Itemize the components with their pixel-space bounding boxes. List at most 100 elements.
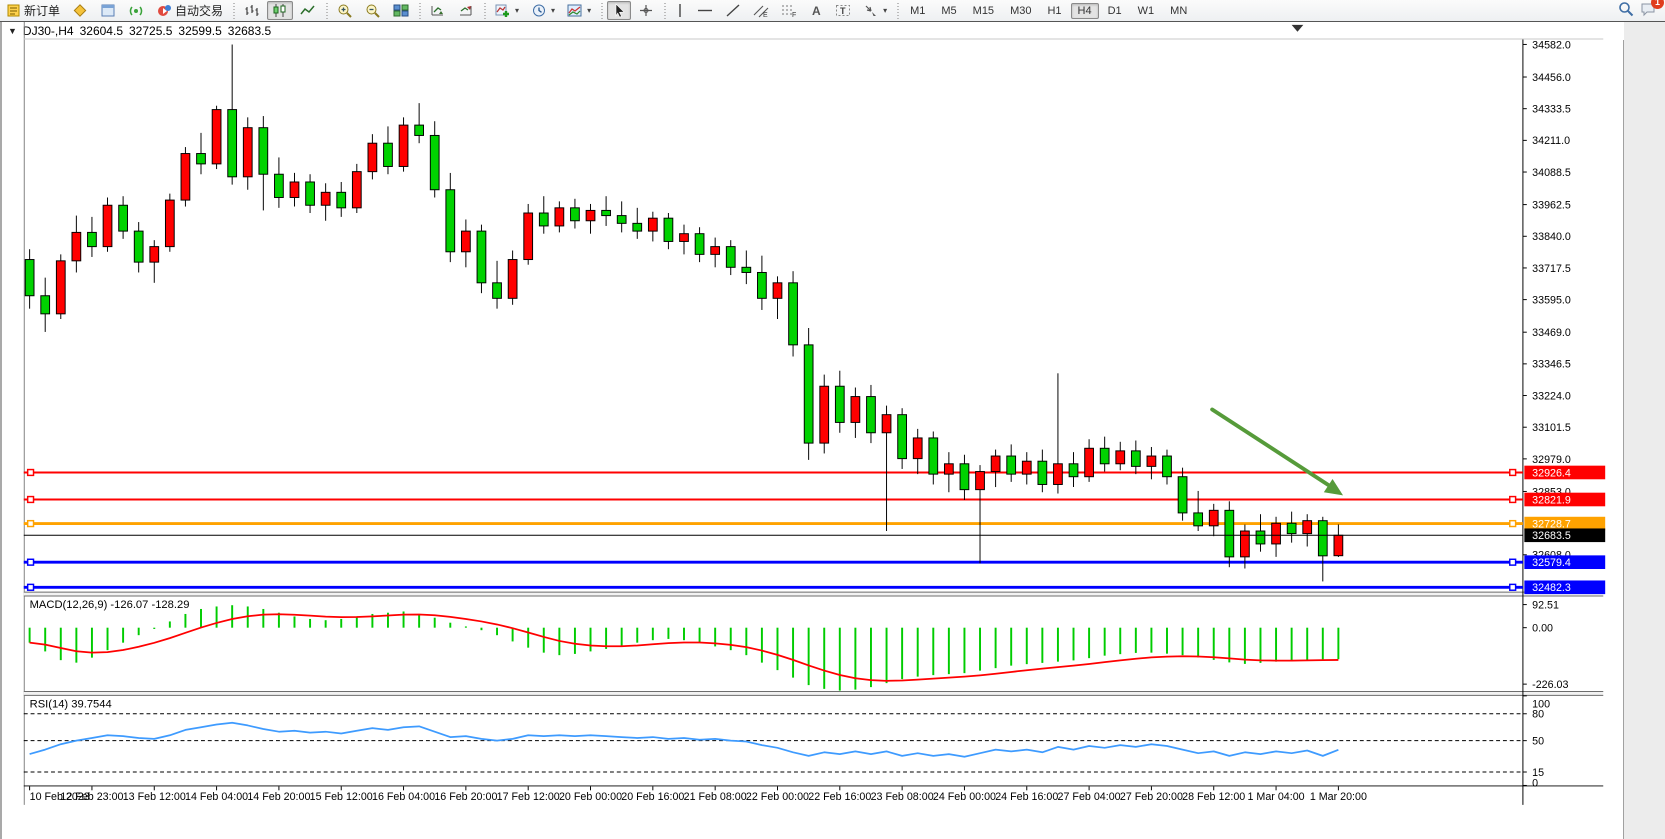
- tile-icon: [393, 3, 409, 18]
- toolbar-group: ▾ ▾ ▾: [489, 0, 597, 21]
- zoom-in-icon: [337, 3, 353, 18]
- crosshair-button[interactable]: [633, 1, 659, 20]
- tf-m15-button[interactable]: M15: [966, 3, 1001, 19]
- trend-icon: [725, 3, 741, 18]
- panel-splitter[interactable]: [23, 690, 1604, 696]
- candle-bear: [1255, 530, 1266, 545]
- support-blue-2-handle[interactable]: [26, 583, 35, 591]
- text-button[interactable]: A: [804, 1, 828, 20]
- line-chart-button[interactable]: [295, 1, 321, 20]
- support-orange-handle[interactable]: [26, 519, 35, 528]
- new-order-button[interactable]: 新订单: [1, 0, 65, 21]
- vertical-line-button[interactable]: [670, 1, 690, 20]
- toolbar-separator: [895, 2, 901, 19]
- equidistant-channel-button[interactable]: E: [748, 1, 774, 20]
- candle-bear: [24, 259, 35, 297]
- text-label-button[interactable]: T: [830, 1, 856, 20]
- resistance-2-handle[interactable]: [1509, 495, 1517, 504]
- horizontal-line-button[interactable]: [692, 1, 718, 20]
- support-blue-2-handle[interactable]: [1509, 583, 1517, 591]
- chevron-down-icon[interactable]: ▾: [515, 6, 520, 15]
- tf-m30-button[interactable]: M30: [1003, 3, 1038, 19]
- quotes-button[interactable]: [67, 1, 93, 20]
- zoom-in-button[interactable]: [332, 1, 358, 20]
- tf-h4-button[interactable]: H4: [1070, 2, 1099, 19]
- fibonacci-button[interactable]: F: [776, 1, 802, 20]
- periods-button[interactable]: ▾: [526, 1, 560, 20]
- candle-bear: [492, 282, 502, 299]
- tf-m5-button[interactable]: M5: [934, 3, 963, 19]
- chart-shift-marker[interactable]: [1291, 24, 1304, 32]
- labelT-icon: T: [835, 3, 851, 18]
- toolbar-separator: [599, 2, 605, 19]
- candle-bear: [336, 191, 347, 209]
- tf-m30-label: M30: [1010, 4, 1032, 17]
- market-watch-button[interactable]: [95, 1, 121, 20]
- candle-bull: [55, 260, 66, 315]
- chevron-down-icon[interactable]: ▾: [883, 6, 888, 15]
- chevron-down-icon[interactable]: ▾: [587, 6, 592, 15]
- support-orange-handle[interactable]: [1509, 519, 1517, 528]
- candle-bull: [1115, 450, 1126, 465]
- auto-trading-button[interactable]: 自动交易: [151, 0, 228, 21]
- panel-splitter[interactable]: [23, 591, 1604, 597]
- price-tick-label: 32979.0: [1532, 454, 1571, 466]
- indicators-button[interactable]: ▾: [490, 1, 524, 20]
- candle-bull: [1146, 455, 1157, 467]
- current-price-tag-label: 32683.5: [1532, 530, 1571, 542]
- auto-trading-label: 自动交易: [175, 4, 224, 18]
- bars-chart-button[interactable]: [239, 1, 265, 20]
- candle-bull: [523, 212, 534, 261]
- textA-icon: A: [809, 3, 823, 18]
- notification-badge: 1: [1651, 0, 1664, 9]
- tf-m1-button[interactable]: M1: [903, 3, 932, 19]
- signals-button[interactable]: [123, 1, 149, 20]
- chart-canvas[interactable]: 34582.0 34456.0 34333.5 34211.0 34088.5 33962…: [0, 22, 1665, 839]
- time-tick-label: 27 Feb 04:00: [1058, 791, 1121, 803]
- resistance-1-handle[interactable]: [26, 468, 35, 477]
- time-tick-label: 16 Feb 04:00: [372, 791, 435, 803]
- trend-arrow[interactable]: [1210, 407, 1338, 492]
- toolbar-group: 新订单 自动交易: [0, 0, 229, 21]
- candle-bear: [897, 414, 907, 460]
- cursor-button[interactable]: [607, 1, 632, 20]
- candle-bull: [710, 246, 721, 255]
- time-tick-label: 23 Feb 08:00: [871, 791, 934, 803]
- templates-button[interactable]: ▾: [562, 1, 596, 20]
- support-blue-1-handle[interactable]: [1509, 558, 1517, 566]
- arrows-button[interactable]: ▾: [858, 1, 892, 20]
- search-icon[interactable]: [1618, 1, 1634, 20]
- window-blue-icon: [100, 3, 116, 18]
- chart-title-close: 32683.5: [227, 23, 272, 38]
- trendline-button[interactable]: [720, 1, 746, 20]
- auto-scroll-button[interactable]: [425, 1, 451, 20]
- toolbar-separator: [417, 2, 423, 19]
- price-tick-label: 33840.0: [1532, 231, 1571, 243]
- tile-windows-button[interactable]: [388, 1, 414, 20]
- time-tick-label: 24 Feb 16:00: [995, 791, 1058, 803]
- resistance-2-handle[interactable]: [26, 495, 35, 504]
- chart-title-high: 32725.5: [129, 23, 173, 38]
- chat-icon[interactable]: 1: [1640, 0, 1664, 20]
- collapse-chart-icon[interactable]: ▼: [8, 25, 17, 36]
- candle-bear: [133, 230, 144, 263]
- candle-bear: [87, 231, 97, 248]
- candles-chart-button[interactable]: [267, 1, 294, 20]
- zoom-out-button[interactable]: [360, 1, 386, 20]
- tf-h1-button[interactable]: H1: [1040, 3, 1068, 19]
- toolbar-group: [331, 0, 415, 21]
- tf-d1-button[interactable]: D1: [1101, 3, 1129, 19]
- support-blue-1-tag: [1524, 555, 1606, 570]
- support-blue-1-handle[interactable]: [26, 558, 35, 566]
- chevron-down-icon[interactable]: ▾: [551, 6, 556, 15]
- tf-w1-button[interactable]: W1: [1131, 3, 1162, 19]
- tf-mn-button[interactable]: MN: [1163, 3, 1194, 19]
- resistance-1-handle[interactable]: [1509, 468, 1517, 477]
- candle-bull: [1240, 530, 1250, 558]
- time-tick-label: 10 Feb 2023: [30, 791, 90, 803]
- new-order-icon: [6, 3, 21, 18]
- time-tick-label: 15 Feb 12:00: [310, 791, 373, 803]
- candle-bull: [881, 414, 892, 434]
- candle-bear: [1099, 447, 1110, 465]
- chart-shift-button[interactable]: [453, 1, 479, 20]
